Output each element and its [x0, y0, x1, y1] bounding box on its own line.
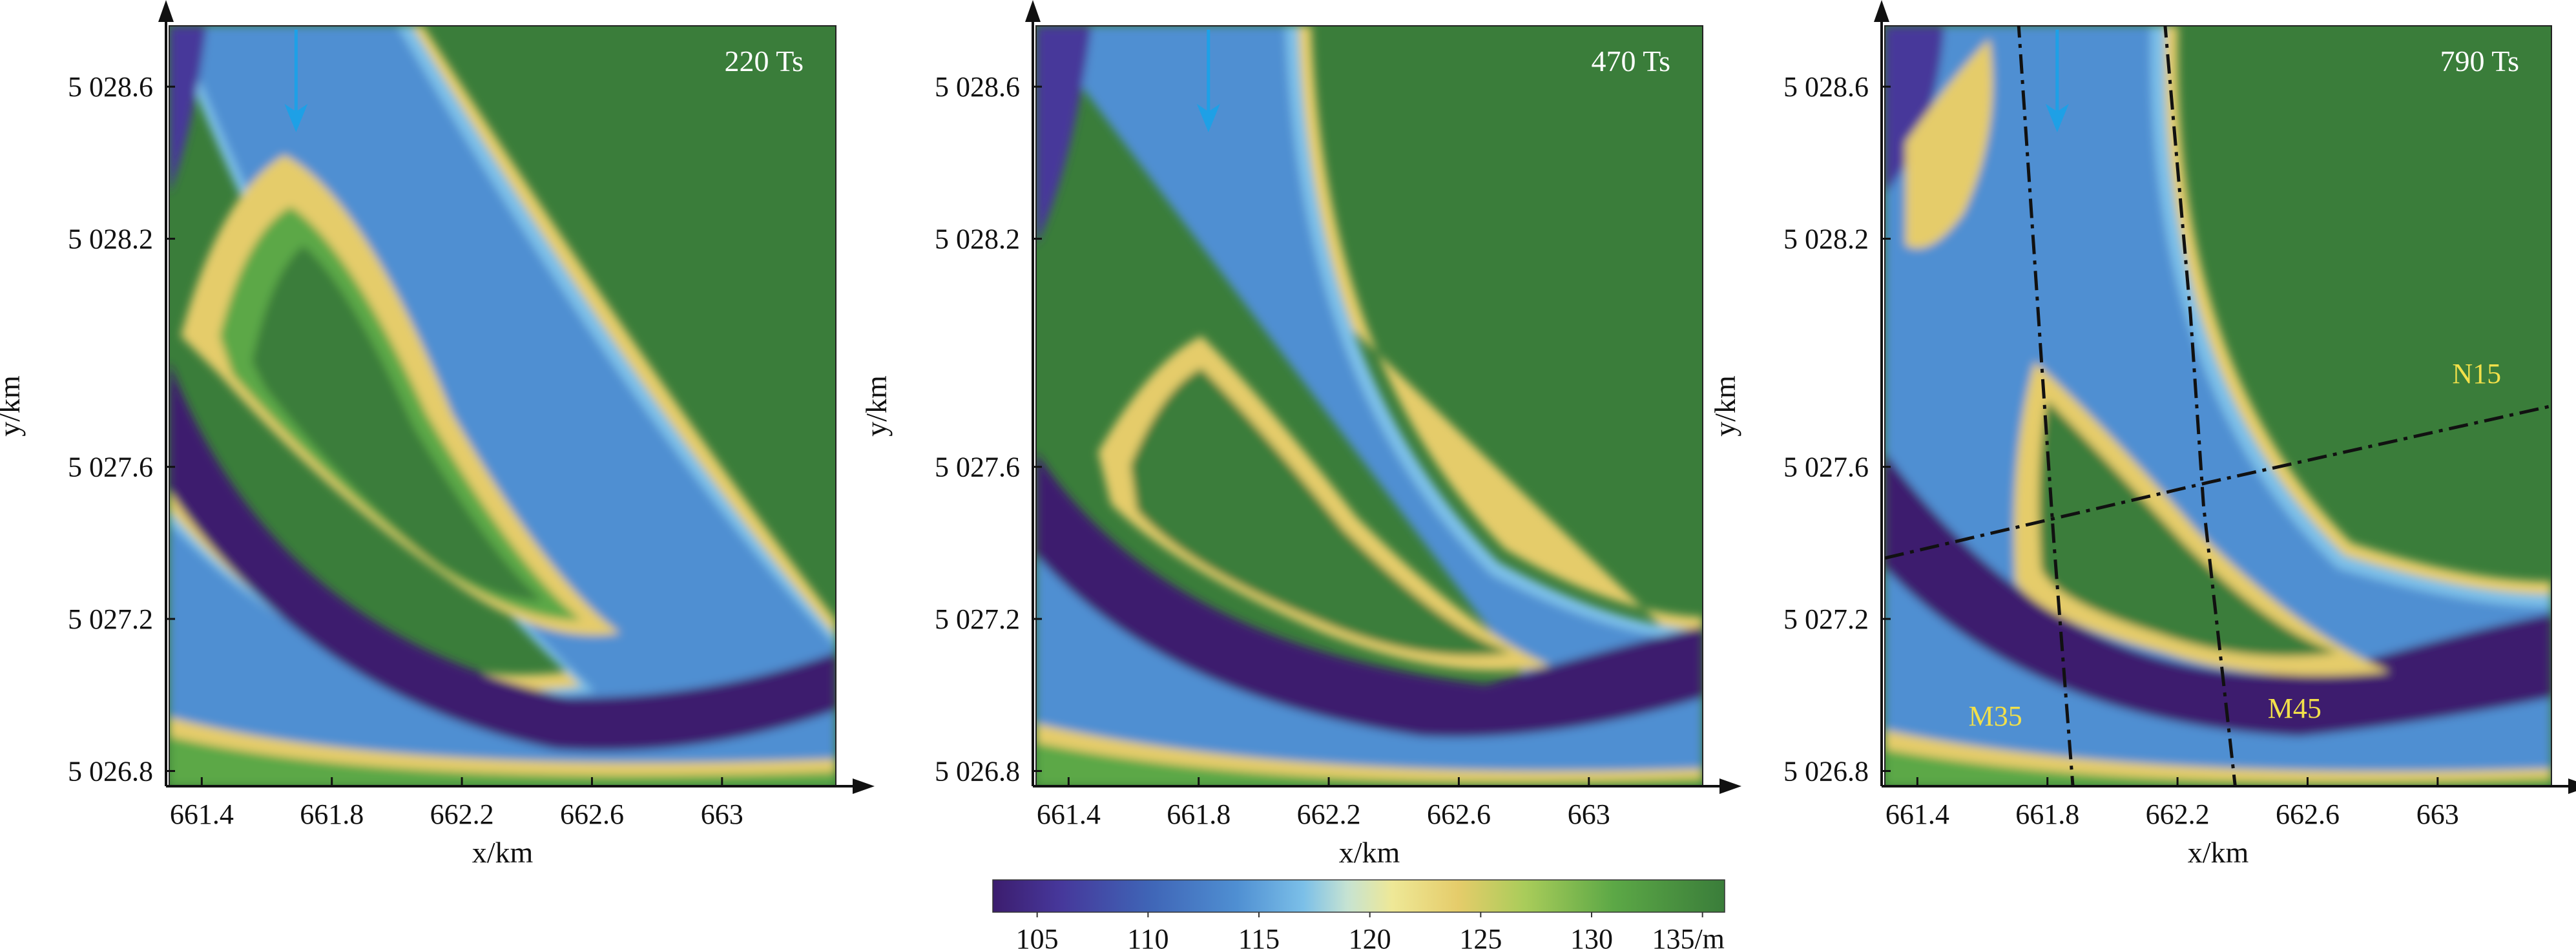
y-tick-label: 5 028.6 — [68, 71, 153, 103]
panel-1 — [169, 25, 836, 787]
panel-2-axes: 661.4 661.8 662.2 662.6 663 5 026.8 5 027.2 5 0… — [860, 0, 1741, 869]
x-axis-arrow — [1719, 778, 1741, 794]
section-label-n15: N15 — [2452, 358, 2501, 390]
x-tick-label: 662.6 — [1427, 798, 1491, 830]
x-axis-label: x/km — [2188, 836, 2249, 869]
colorbar-tick-label: 135/m — [1652, 923, 1724, 949]
panel-3-axes: 661.4 661.8 662.2 662.6 663 5 026.8 5 027.2 5 0… — [1709, 0, 2576, 869]
x-tick-label: 662.2 — [1297, 798, 1361, 830]
panel-time-stamp: 470 Ts — [1592, 45, 1670, 78]
y-axis-label: y/km — [860, 375, 893, 437]
colorbar-tick-label: 110 — [1127, 923, 1169, 949]
x-axis-arrow — [853, 778, 875, 794]
colorbar-tick-label: 125 — [1459, 923, 1502, 949]
panel-2 — [1035, 25, 1703, 787]
panel-3 — [1884, 25, 2552, 787]
x-tick-label: 662.6 — [2276, 798, 2340, 830]
y-axis-label: y/km — [0, 375, 26, 437]
colorbar-ticks: 105 110 115 120 125 130 135/m — [1016, 912, 1725, 949]
colorbar-strip — [992, 879, 1725, 913]
panel-time-stamp: 790 Ts — [2440, 45, 2519, 78]
y-tick-label: 5 027.6 — [68, 452, 153, 483]
y-tick-label: 5 027.2 — [1783, 603, 1869, 635]
section-line-n15 — [1885, 404, 2551, 560]
y-tick-label: 5 028.6 — [935, 71, 1020, 103]
flow-arrow-head — [284, 103, 308, 132]
y-tick-label: 5 027.6 — [935, 452, 1020, 483]
colorbar-tick-label: 120 — [1349, 923, 1391, 949]
x-tick-label: 661.8 — [300, 798, 364, 830]
x-axis-label: x/km — [472, 836, 534, 869]
y-axis-arrow — [158, 0, 174, 22]
section-line-m45 — [2163, 26, 2237, 786]
panel-2-field — [1036, 26, 1703, 786]
flow-arrow-head — [2045, 103, 2069, 132]
colorbar: 105 110 115 120 125 130 135/m — [992, 879, 1725, 949]
y-tick-label: 5 028.2 — [935, 224, 1020, 255]
colorbar-tick-label: 130 — [1570, 923, 1613, 949]
x-tick-label: 661.8 — [2015, 798, 2079, 830]
x-tick-label: 663 — [1568, 798, 1610, 830]
x-tick-label: 661.4 — [1037, 798, 1101, 830]
panel-time-stamp: 220 Ts — [725, 45, 804, 78]
section-line-m35 — [2017, 26, 2075, 786]
y-tick-label: 5 028.2 — [68, 224, 153, 255]
y-tick-label: 5 028.2 — [1783, 224, 1869, 255]
colorbar-tick-label: 105 — [1016, 923, 1059, 949]
panel-2-channel — [1036, 26, 1703, 786]
x-tick-label: 662.6 — [560, 798, 624, 830]
x-axis-label: x/km — [1339, 836, 1400, 869]
x-tick-label: 663 — [2416, 798, 2459, 830]
section-label-m45: M45 — [2268, 693, 2322, 724]
panel-3-channel — [1885, 26, 2551, 786]
y-tick-label: 5 027.6 — [1783, 452, 1869, 483]
y-tick-label: 5 027.2 — [68, 603, 153, 635]
colorbar-tick-label: 115 — [1238, 923, 1280, 949]
panel-3-field — [1885, 26, 2551, 786]
x-tick-label: 661.4 — [1885, 798, 1949, 830]
section-label-m35: M35 — [1969, 700, 2022, 732]
y-axis-label: y/km — [1709, 375, 1741, 437]
y-tick-label: 5 027.2 — [935, 603, 1020, 635]
x-tick-label: 662.2 — [430, 798, 494, 830]
y-axis-arrow — [1025, 0, 1041, 22]
x-axis-arrow — [2568, 778, 2576, 794]
y-tick-label: 5 026.8 — [68, 755, 153, 787]
y-tick-label: 5 028.6 — [1783, 71, 1869, 103]
axes-layer: 661.4 661.8 662.2 662.6 663 5 026.8 5 027.2 5 0… — [0, 0, 2576, 869]
x-tick-label: 663 — [701, 798, 743, 830]
y-axis-arrow — [1874, 0, 1889, 22]
y-tick-label: 5 026.8 — [935, 755, 1020, 787]
panel-1-field — [169, 26, 836, 786]
panel-1-channel — [169, 26, 836, 786]
overlay-layer: 220 Ts 470 Ts 790 Ts M35 M45 N15 — [284, 26, 2551, 786]
x-tick-label: 661.4 — [170, 798, 234, 830]
x-tick-label: 662.2 — [2146, 798, 2210, 830]
panel-1-axes: 661.4 661.8 662.2 662.6 663 5 026.8 5 027.2 5 0… — [0, 0, 875, 869]
x-tick-label: 661.8 — [1167, 798, 1231, 830]
flow-arrow-head — [1196, 103, 1220, 132]
y-tick-label: 5 026.8 — [1783, 755, 1869, 787]
